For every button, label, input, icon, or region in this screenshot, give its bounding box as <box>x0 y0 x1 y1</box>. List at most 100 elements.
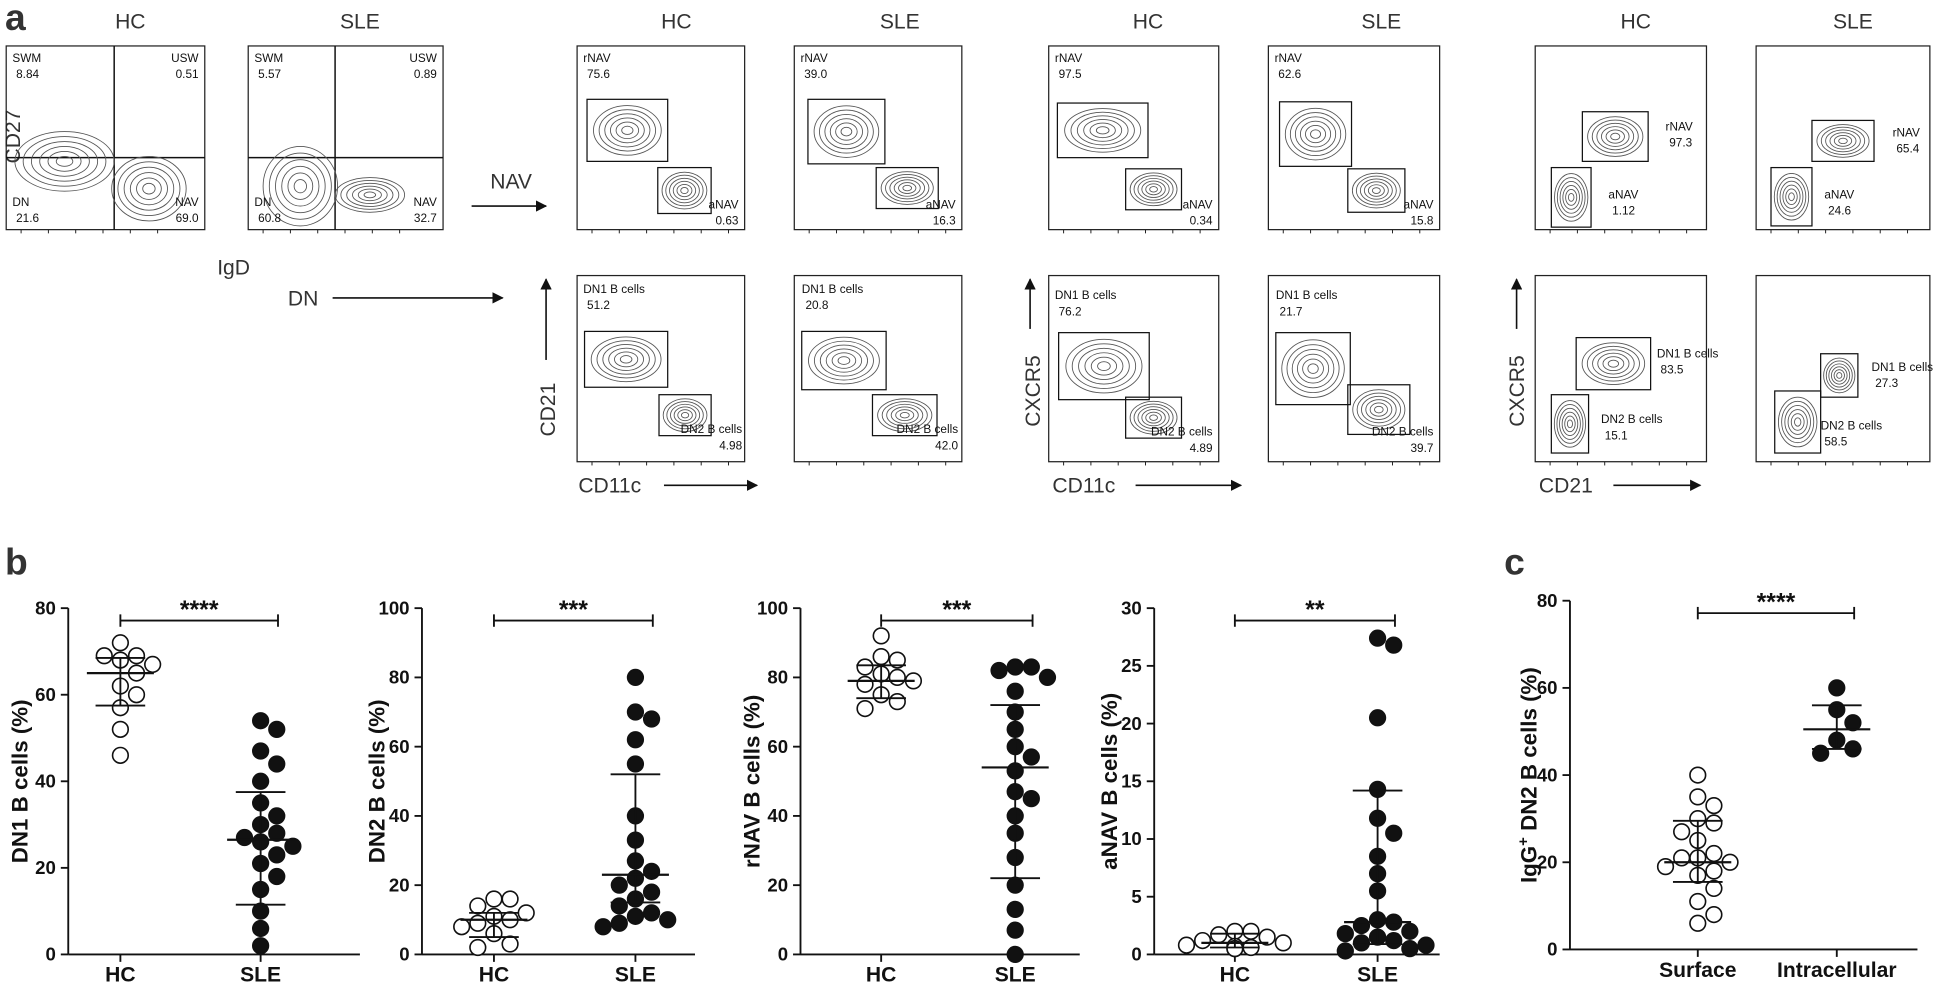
gate-name: DN <box>12 196 29 209</box>
contour <box>1145 183 1162 196</box>
plot-frame <box>1267 45 1441 231</box>
contour <box>1064 108 1142 153</box>
significance: *** <box>559 597 588 624</box>
gate-value: 1.12 <box>1612 205 1635 218</box>
data-point <box>1705 796 1723 815</box>
data-point <box>626 907 645 925</box>
column-header: HC <box>661 11 691 34</box>
contour <box>275 159 326 214</box>
data-point <box>268 846 286 864</box>
data-point <box>610 897 628 915</box>
data-point <box>1689 766 1707 784</box>
contour <box>615 121 640 140</box>
gate <box>1575 336 1652 391</box>
contour <box>1556 177 1586 218</box>
contour <box>1145 411 1162 424</box>
contour <box>1305 125 1327 144</box>
contour <box>680 187 689 195</box>
data-point <box>251 937 270 955</box>
contour <box>1773 172 1810 221</box>
x-tick-label: HC <box>1220 964 1250 983</box>
data-point <box>1006 682 1024 700</box>
data-point <box>1705 844 1723 863</box>
data-point <box>1689 788 1707 806</box>
gate-value: 97.5 <box>1059 68 1082 81</box>
gate <box>1278 101 1353 167</box>
contour <box>31 141 99 182</box>
gate-name: DN1 B cells <box>1657 347 1719 360</box>
gate-name: USW <box>409 52 437 65</box>
significance: **** <box>180 597 219 624</box>
data-point <box>1689 914 1707 932</box>
y-tick-label: 80 <box>1537 590 1558 611</box>
gate-name: SWM <box>254 52 283 65</box>
contour <box>129 172 168 206</box>
data-point <box>453 918 471 936</box>
data-point <box>469 938 487 957</box>
contour <box>14 131 115 192</box>
contour <box>1829 132 1857 150</box>
data-point <box>469 897 487 915</box>
data-point <box>251 772 270 790</box>
y-tick-label: 0 <box>45 944 55 965</box>
flow-plot: rNAV 39.0 aNAV 16.3 <box>793 45 963 234</box>
significance: ** <box>1305 597 1325 624</box>
gate <box>1550 394 1590 454</box>
y-axis-label: DN2 B cells (%) <box>365 699 390 863</box>
contour <box>22 136 107 187</box>
data-point <box>888 668 906 687</box>
data-point <box>251 742 270 760</box>
gate-name: NAV <box>175 196 198 209</box>
data-point <box>642 710 661 728</box>
gate-value: 75.6 <box>587 68 610 81</box>
y-axis-label-part: + <box>1516 837 1532 846</box>
contour <box>1586 345 1640 382</box>
contour <box>262 146 339 227</box>
gate-name: SWM <box>12 52 41 65</box>
contour <box>1790 413 1805 431</box>
gate <box>1056 102 1149 159</box>
contour <box>1137 177 1170 201</box>
contour <box>1591 119 1639 154</box>
data-point <box>1705 814 1723 832</box>
contour <box>899 412 910 419</box>
data-point <box>1705 862 1723 880</box>
contour <box>680 412 690 419</box>
contour <box>142 182 156 195</box>
contour <box>1610 132 1621 141</box>
data-point <box>1705 879 1723 898</box>
contour <box>1090 356 1118 376</box>
contour <box>619 355 633 364</box>
significance: **** <box>1757 590 1796 617</box>
y-axis-label: IgG+ DN2 B cells (%) <box>1516 667 1542 883</box>
gate-name: aNAV <box>926 199 956 212</box>
contour <box>1607 359 1620 368</box>
contour <box>885 173 930 203</box>
contour <box>1149 414 1158 421</box>
panel-label: b <box>5 541 28 583</box>
data-point <box>1258 928 1276 946</box>
flow-plot: DN1 B cells 20.8 DN2 B cells 42.0 <box>793 274 963 466</box>
gate-value: 0.51 <box>176 68 199 81</box>
contour <box>665 174 704 207</box>
plot-frame <box>1534 274 1708 463</box>
gate-value: 5.57 <box>258 68 281 81</box>
contour <box>111 155 187 222</box>
data-point <box>659 911 677 929</box>
plot-frame <box>1534 45 1708 231</box>
y-tick-label: 20 <box>389 874 410 895</box>
contour <box>55 155 74 167</box>
x-tick-label: HC <box>105 964 135 983</box>
gate-name: rNAV <box>583 52 610 65</box>
contour <box>1836 372 1843 379</box>
contour <box>1838 137 1848 145</box>
contour <box>1784 405 1811 439</box>
contour <box>662 398 708 432</box>
gate-name: DN1 B cells <box>1055 289 1117 302</box>
gate-name: DN1 B cells <box>802 283 864 296</box>
contour <box>1291 349 1335 389</box>
data-point <box>469 914 487 932</box>
y-tick-label: 60 <box>389 736 410 757</box>
gate-name: rNAV <box>1666 120 1693 133</box>
